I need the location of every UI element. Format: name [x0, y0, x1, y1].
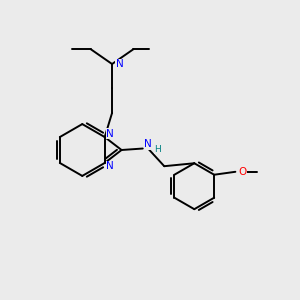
- Text: O: O: [238, 167, 247, 177]
- Text: N: N: [106, 161, 114, 172]
- Text: N: N: [144, 140, 152, 149]
- Text: N: N: [106, 128, 114, 139]
- Text: N: N: [116, 59, 123, 69]
- Text: H: H: [154, 145, 161, 154]
